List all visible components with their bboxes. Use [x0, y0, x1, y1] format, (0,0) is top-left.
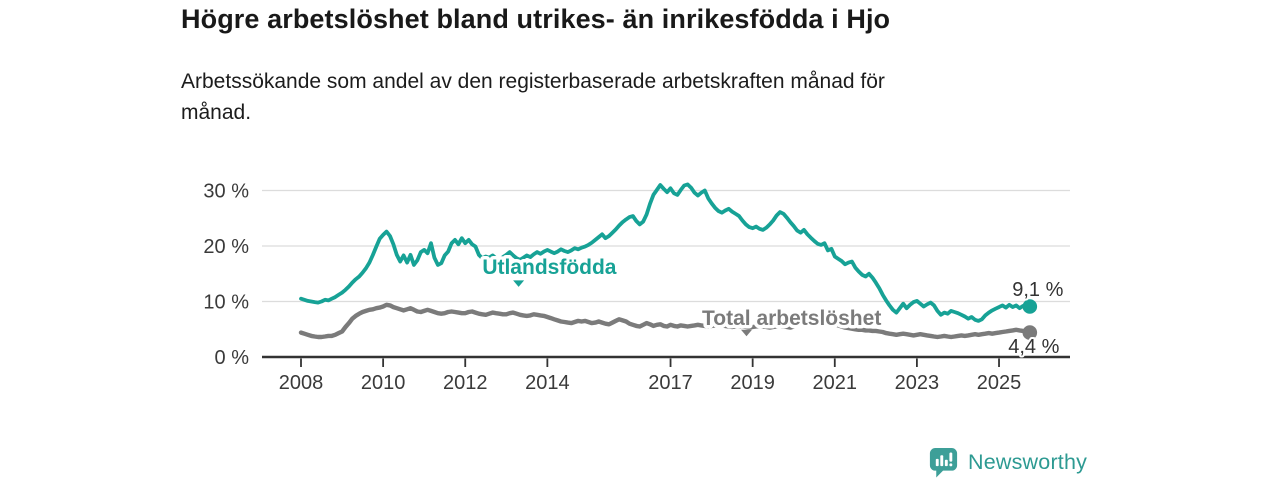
y-tick-label-0: 0 % — [215, 347, 250, 369]
series-label-caret-total-arbetsloshet — [741, 329, 753, 337]
newsworthy-brand: Newsworthy — [929, 446, 1087, 478]
x-tick-label-2025: 2025 — [977, 372, 1022, 394]
end-value-label-utlandsfodda: 9,1 % — [1012, 279, 1063, 301]
x-tick-label-2019: 2019 — [730, 372, 775, 394]
bar-chart-speech-bubble-icon — [929, 447, 958, 477]
x-tick-label-2023: 2023 — [895, 372, 940, 394]
x-tick-label-2008: 2008 — [279, 372, 324, 394]
brand-name: Newsworthy — [968, 449, 1088, 474]
chart-subtitle: Arbetssökande som andel av den registerb… — [181, 66, 1041, 128]
series-label-utlandsfodda: Utlandsfödda — [482, 256, 616, 279]
exclamation-stem — [949, 452, 953, 462]
x-tick-label-2012: 2012 — [443, 372, 488, 394]
end-value-label-total-arbetsloshet: 4,4 % — [1008, 336, 1059, 358]
end-dot-utlandsfodda — [1022, 299, 1038, 314]
exclamation-dot — [949, 462, 953, 466]
x-tick-label-2017: 2017 — [648, 372, 693, 394]
y-tick-label-20: 20 % — [203, 236, 249, 258]
page-title: Högre arbetslöshet bland utrikes- än inr… — [181, 4, 891, 34]
series-line-total-arbetsloshet — [298, 302, 1033, 340]
series-line-utlandsfodda — [299, 182, 1032, 323]
series-label-total-arbetsloshet: Total arbetslöshet — [702, 307, 881, 330]
y-tick-label-10: 10 % — [203, 292, 249, 314]
chart-subtitle-line1: Arbetssökande som andel av den registerb… — [181, 70, 885, 93]
x-tick-label-2021: 2021 — [813, 372, 858, 394]
bar-1 — [935, 458, 939, 466]
bar-3 — [944, 459, 948, 466]
x-tick-label-2010: 2010 — [361, 372, 406, 394]
series-label-caret-utlandsfodda — [513, 280, 525, 287]
x-tick-label-2014: 2014 — [525, 372, 570, 394]
chart-subtitle-line2: månad. — [181, 101, 252, 124]
y-tick-label-30: 30 % — [203, 181, 249, 203]
bar-2 — [940, 454, 944, 466]
speech-bubble-shape — [929, 447, 958, 477]
end-dot-total-arbetsloshet — [1022, 325, 1038, 340]
